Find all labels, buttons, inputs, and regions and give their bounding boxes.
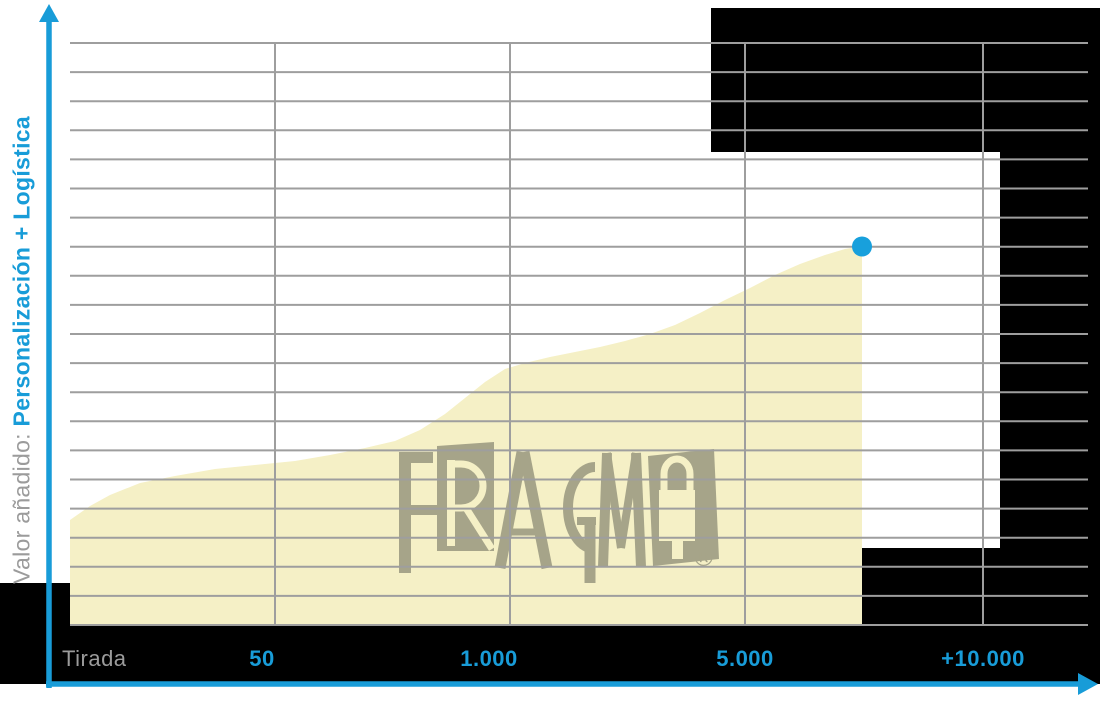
x-tick-label-10000: +10.000: [941, 646, 1025, 671]
logo-bag-handle: [660, 455, 694, 491]
logo-letter-m4: [631, 452, 646, 568]
peak-point-dot: [852, 236, 872, 257]
logo-letter-a2: [518, 450, 553, 570]
logo-letter-r-leg: [463, 506, 495, 551]
deco-block-top-right: [711, 8, 1100, 152]
logo-letter-m2: [603, 452, 625, 549]
y-axis-label-blue: Personalización + Logística: [8, 116, 35, 427]
x-tick-label-5000: 5.000: [716, 646, 774, 671]
logo-bag-panel: [659, 490, 695, 541]
data-point-marker: [852, 236, 872, 257]
deco-block-bottom-right: [862, 548, 1100, 625]
logo-bag-leg: [672, 541, 683, 559]
area-fill: [70, 246, 862, 625]
logo-letter-f: [399, 452, 437, 573]
x-tick-label-1000: 1.000: [460, 646, 518, 671]
fragma-logo-watermark: ®: [399, 442, 719, 583]
deco-block-right: [1000, 152, 1100, 548]
y-axis-arrowhead-icon: [39, 4, 59, 22]
deco-block-bottom-left: [0, 583, 70, 625]
logo-registered-mark: ®: [694, 542, 713, 572]
y-axis-label: Valor añadido: Personalización + Logísti…: [9, 116, 36, 584]
x-axis-arrowhead-icon: [1078, 673, 1098, 695]
gridlines: [70, 42, 1088, 626]
logo-letter-r-bowl: [451, 460, 487, 512]
deco-block-bottom-strip: [0, 625, 1100, 684]
y-axis-label-gray: Valor añadido:: [8, 426, 35, 584]
axis-arrows: [39, 4, 1098, 695]
x-axis-title: Tirada: [62, 646, 127, 671]
valor-anadido-area: [70, 246, 862, 625]
x-tick-label-50: 50: [249, 646, 275, 671]
